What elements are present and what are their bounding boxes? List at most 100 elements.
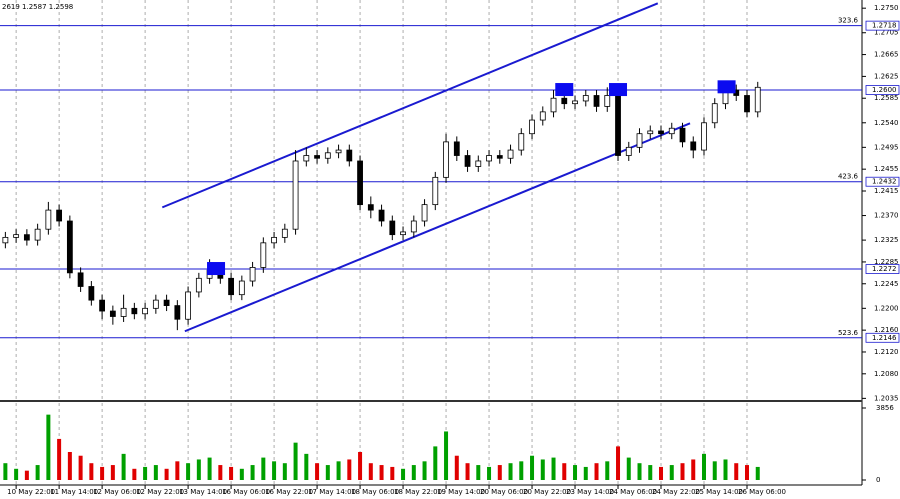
x-tick-label: 12 May 06:00 xyxy=(93,488,141,496)
fib-label: 323.6 xyxy=(838,17,859,25)
candle-body xyxy=(77,272,84,287)
volume-bar xyxy=(465,463,470,480)
level-price-label: 1.2146 xyxy=(872,334,897,342)
volume-bar xyxy=(121,453,126,480)
candle-body xyxy=(367,204,374,211)
volume-bar xyxy=(218,465,223,480)
volume-bar xyxy=(175,461,180,480)
volume-bar xyxy=(347,459,352,480)
candle-body xyxy=(604,95,611,107)
volume-bar xyxy=(207,457,212,480)
volume-bar xyxy=(444,431,449,480)
candle-body xyxy=(679,127,686,143)
y-tick-label: 1.2415 xyxy=(874,187,899,195)
x-tick-label: 26 May 06:00 xyxy=(738,488,786,496)
volume-bar xyxy=(616,446,621,480)
candle-body xyxy=(539,111,546,121)
volume-bar xyxy=(411,465,416,480)
candle-body xyxy=(56,209,63,222)
volume-bar xyxy=(272,461,277,480)
candle-body xyxy=(529,119,535,135)
volume-bar xyxy=(497,465,502,480)
x-tick-label: 20 May 22:00 xyxy=(523,488,571,496)
volume-bar xyxy=(239,468,244,480)
marker xyxy=(609,83,628,97)
candle-body xyxy=(496,155,503,159)
y-tick-label: 1.2120 xyxy=(874,348,899,356)
volume-bar xyxy=(132,468,137,480)
volume-bar xyxy=(110,465,115,480)
level-price-label: 1.2272 xyxy=(872,265,897,273)
x-tick-label: 13 May 14:00 xyxy=(179,488,227,496)
candle-body xyxy=(324,152,331,159)
volume-bar xyxy=(261,457,266,480)
candle-body xyxy=(109,310,116,317)
volume-bar xyxy=(325,465,330,480)
candle-body xyxy=(518,133,525,151)
volume-tick-label: 0 xyxy=(876,476,880,484)
x-tick-label: 10 May 22:00 xyxy=(7,488,55,496)
candle-body xyxy=(45,209,52,230)
candle-body xyxy=(593,95,600,107)
y-tick-label: 1.2370 xyxy=(874,212,899,220)
volume-bar xyxy=(476,465,481,480)
candle-body xyxy=(303,155,310,162)
volume-bar xyxy=(626,457,631,480)
candle-body xyxy=(131,307,138,315)
volume-bar xyxy=(744,465,749,480)
candle-body xyxy=(572,100,578,105)
volume-bar xyxy=(143,466,148,480)
candle-body xyxy=(400,231,406,236)
candle-body xyxy=(2,236,9,244)
volume-bar xyxy=(35,465,40,480)
volume-bar xyxy=(379,465,384,480)
volume-bar xyxy=(46,414,51,480)
volume-bar xyxy=(583,466,588,480)
y-tick-label: 1.2325 xyxy=(874,236,899,244)
candle-body xyxy=(260,242,267,268)
x-tick-label: 19 May 14:00 xyxy=(437,488,485,496)
candle-body xyxy=(625,146,632,156)
volume-bar xyxy=(24,470,29,480)
y-tick-label: 1.2585 xyxy=(874,94,899,102)
volume-bar xyxy=(723,459,728,480)
volume-bar xyxy=(422,461,427,480)
x-tick-label: 23 May 14:00 xyxy=(566,488,614,496)
candle-body xyxy=(615,95,621,156)
volume-bar xyxy=(433,446,438,480)
volume-bar xyxy=(67,451,72,480)
volume-bar xyxy=(315,463,320,480)
y-tick-label: 1.2245 xyxy=(874,280,899,288)
volume-bar xyxy=(89,463,94,480)
candle-body xyxy=(647,130,654,135)
volume-bar xyxy=(282,463,287,480)
candle-body xyxy=(561,97,568,105)
fib-label: 523.6 xyxy=(838,329,859,337)
volume-bar xyxy=(186,463,191,480)
x-tick-label: 20 May 06:00 xyxy=(480,488,528,496)
x-tick-label: 16 May 22:00 xyxy=(265,488,313,496)
y-tick-label: 1.2750 xyxy=(874,4,899,12)
volume-bar xyxy=(691,459,696,480)
level-price-box xyxy=(865,85,900,95)
volume-bar xyxy=(702,453,707,480)
candle-body xyxy=(292,160,299,230)
y-tick-label: 1.2495 xyxy=(874,143,899,151)
candle-body xyxy=(142,307,148,315)
volume-bar xyxy=(390,466,395,480)
candle-body xyxy=(174,305,181,320)
candle-body xyxy=(238,280,245,296)
x-tick-label: 24 May 06:00 xyxy=(609,488,657,496)
volume-bar xyxy=(637,463,642,480)
fib-label: 423.6 xyxy=(838,173,859,181)
candle-body xyxy=(507,149,514,159)
candle-body xyxy=(582,95,589,102)
chart-header: 2619 1.2587 1.2598 xyxy=(2,3,73,11)
x-tick-label: 16 May 06:00 xyxy=(222,488,270,496)
y-tick-label: 1.2665 xyxy=(874,51,899,59)
candle-body xyxy=(357,160,363,206)
x-tick-label: 11 May 14:00 xyxy=(50,488,98,496)
candle-body xyxy=(668,127,675,135)
candle-body xyxy=(249,266,256,282)
